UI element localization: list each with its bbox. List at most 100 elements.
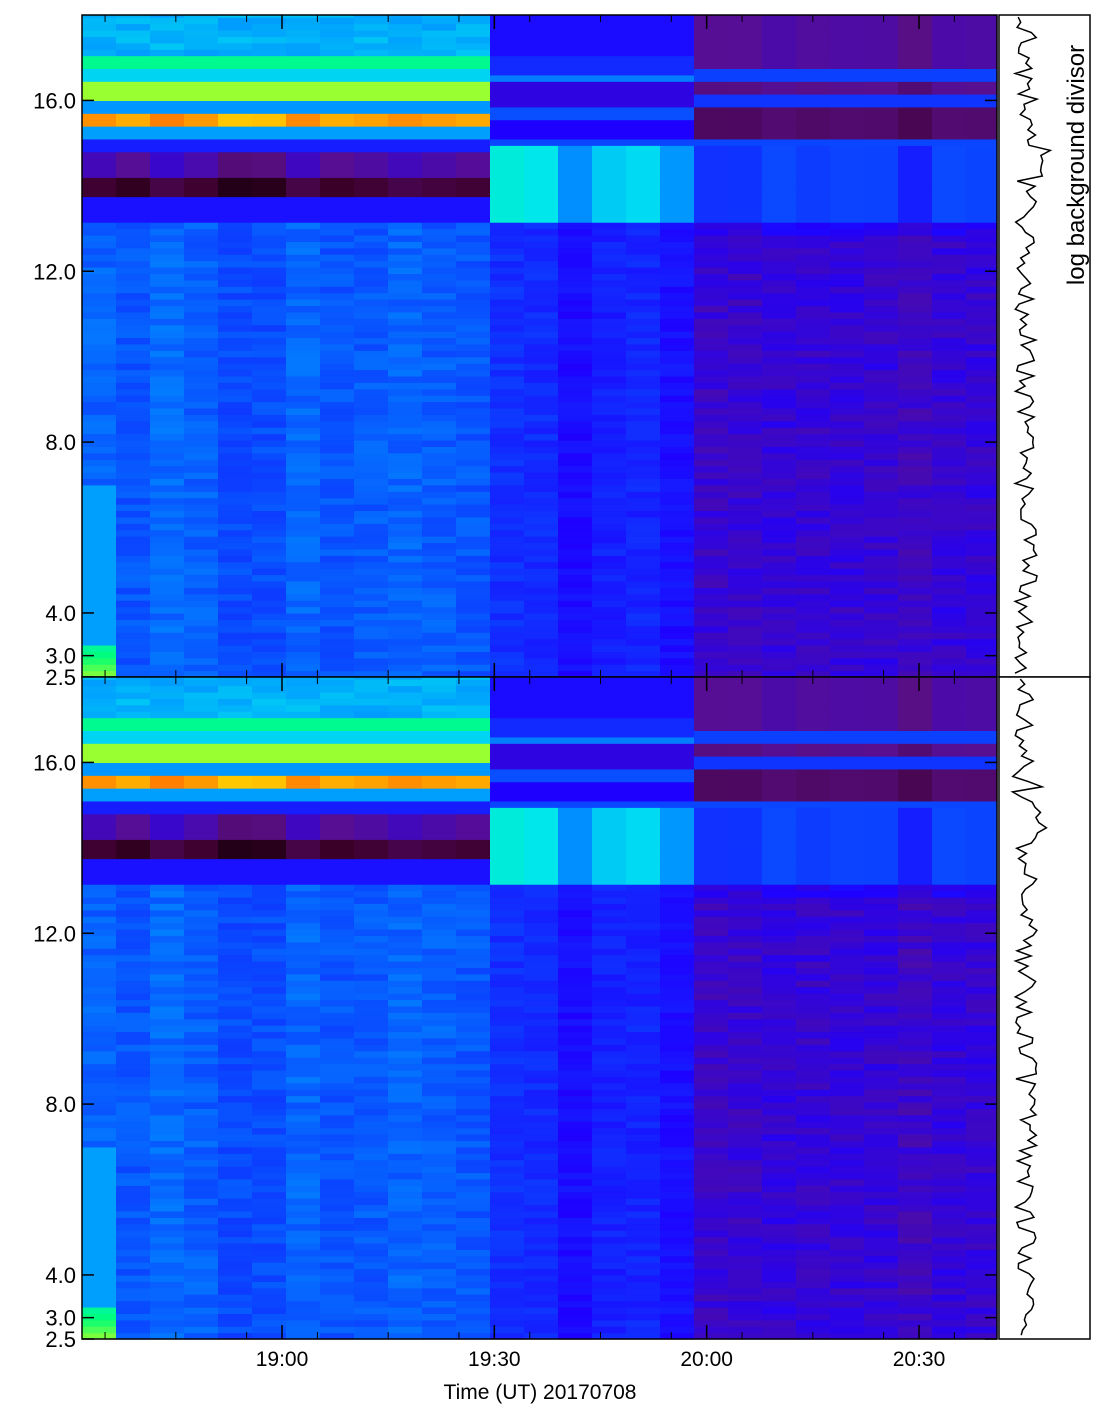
heatmap-cell	[558, 466, 593, 473]
heatmap-cell	[388, 472, 423, 479]
heatmap-cell	[252, 594, 287, 601]
heatmap-cell	[150, 478, 185, 485]
heatmap-cell	[558, 1224, 593, 1231]
heatmap-cell	[150, 993, 185, 1000]
heatmap-cell	[966, 357, 998, 364]
heatmap-cell	[728, 75, 763, 82]
heatmap-cell	[218, 555, 253, 562]
heatmap-cell	[490, 549, 525, 556]
heatmap-cell	[218, 530, 253, 537]
heatmap-cell	[252, 139, 287, 146]
heatmap-cell	[524, 884, 559, 891]
heatmap-cell	[388, 1256, 423, 1263]
heatmap-cell	[592, 389, 627, 396]
heatmap-cell	[456, 1051, 491, 1058]
heatmap-cell	[626, 325, 661, 332]
heatmap-cell	[150, 158, 185, 165]
heatmap-cell	[694, 1320, 729, 1327]
heatmap-cell	[762, 49, 797, 56]
heatmap-cell	[456, 839, 491, 846]
heatmap-cell	[626, 1089, 661, 1096]
heatmap-cell	[286, 743, 321, 750]
heatmap-cell	[932, 369, 967, 376]
heatmap-cell	[82, 762, 117, 769]
heatmap-cell	[728, 459, 763, 466]
heatmap-cell	[388, 1076, 423, 1083]
heatmap-cell	[592, 1301, 627, 1308]
heatmap-cell	[830, 62, 865, 69]
heatmap-cell	[456, 1301, 491, 1308]
heatmap-cell	[762, 1076, 797, 1083]
heatmap-cell	[728, 923, 763, 930]
heatmap-cell	[660, 555, 695, 562]
heatmap-cell	[626, 107, 661, 114]
heatmap-cell	[660, 1281, 695, 1288]
heatmap-cell	[422, 724, 457, 731]
heatmap-cell	[456, 107, 491, 114]
heatmap-cell	[320, 1288, 355, 1295]
heatmap-cell	[558, 1057, 593, 1064]
heatmap-cell	[898, 357, 933, 364]
heatmap-cell	[184, 1140, 219, 1147]
heatmap-cell	[286, 363, 321, 370]
heatmap-cell	[82, 1320, 117, 1327]
heatmap-cell	[660, 312, 695, 319]
heatmap-cell	[660, 325, 695, 332]
heatmap-cell	[218, 999, 253, 1006]
heatmap-cell	[966, 100, 998, 107]
heatmap-cell	[116, 421, 151, 428]
heatmap-cell	[762, 1102, 797, 1109]
heatmap-cell	[184, 658, 219, 665]
heatmap-cell	[694, 1140, 729, 1147]
heatmap-cell	[660, 389, 695, 396]
heatmap-cell	[150, 382, 185, 389]
heatmap-cell	[694, 613, 729, 620]
heatmap-cell	[524, 75, 559, 82]
heatmap-cell	[626, 261, 661, 268]
heatmap-cell	[150, 197, 185, 204]
heatmap-cell	[252, 305, 287, 312]
heatmap-cell	[150, 839, 185, 846]
heatmap-cell	[218, 632, 253, 639]
heatmap-cell	[490, 1128, 525, 1135]
heatmap-cell	[660, 833, 695, 840]
heatmap-cell	[320, 325, 355, 332]
heatmap-cell	[490, 1281, 525, 1288]
heatmap-cell	[184, 645, 219, 652]
heatmap-cell	[524, 145, 559, 152]
heatmap-cell	[422, 1134, 457, 1141]
heatmap-cell	[592, 286, 627, 293]
heatmap-cell	[320, 1230, 355, 1237]
heatmap-cell	[320, 184, 355, 191]
heatmap-cell	[592, 955, 627, 962]
heatmap-cell	[864, 510, 899, 517]
heatmap-cell	[864, 197, 899, 204]
heatmap-cell	[694, 645, 729, 652]
heatmap-cell	[898, 402, 933, 409]
heatmap-cell	[184, 686, 219, 693]
heatmap-cell	[218, 1019, 253, 1026]
heatmap-cell	[558, 897, 593, 904]
heatmap-cell	[218, 363, 253, 370]
heatmap-cell	[694, 1025, 729, 1032]
heatmap-cell	[184, 542, 219, 549]
heatmap-cell	[762, 382, 797, 389]
heatmap-cell	[388, 679, 423, 686]
heatmap-cell	[660, 190, 695, 197]
heatmap-cell	[354, 679, 389, 686]
heatmap-cell	[694, 216, 729, 223]
heatmap-cell	[82, 852, 117, 859]
heatmap-cell	[456, 801, 491, 808]
heatmap-cell	[558, 587, 593, 594]
heatmap-cell	[422, 145, 457, 152]
heatmap-cell	[82, 1038, 117, 1045]
heatmap-cell	[456, 613, 491, 620]
heatmap-cell	[728, 878, 763, 885]
heatmap-cell	[116, 331, 151, 338]
heatmap-cell	[456, 209, 491, 216]
heatmap-cell	[864, 331, 899, 338]
heatmap-cell	[728, 382, 763, 389]
heatmap-cell	[524, 664, 559, 671]
heatmap-cell	[82, 626, 117, 633]
heatmap-cell	[388, 788, 423, 795]
